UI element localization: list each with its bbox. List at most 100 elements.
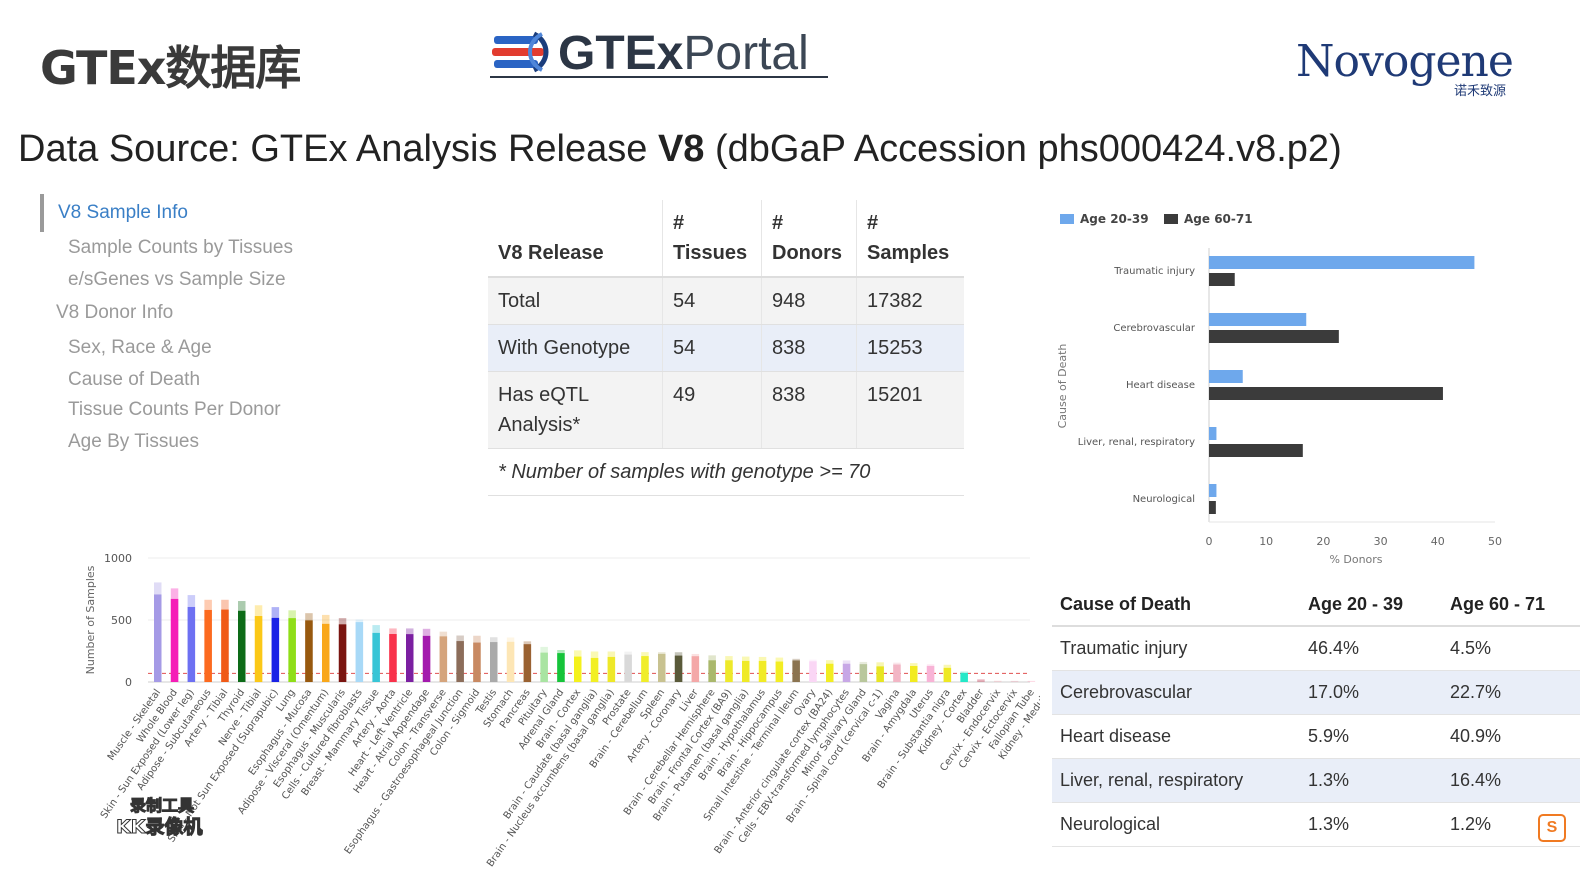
novogene-logo: Novogene 诺禾致源 xyxy=(1296,36,1516,106)
bar-genotyped-samples xyxy=(238,610,246,682)
bar-genotyped-samples xyxy=(758,660,767,682)
table-cell: 15201 xyxy=(856,371,964,449)
bar-genotyped-samples xyxy=(473,642,481,682)
column-header: # Tissues xyxy=(662,200,762,278)
page-title: GTEx数据库 xyxy=(40,41,301,95)
dna-helix-icon xyxy=(492,31,549,73)
table-cell: 4.5% xyxy=(1442,626,1580,671)
bar-age-60-71 xyxy=(1209,444,1303,457)
table-cell: 16.4% xyxy=(1442,758,1580,803)
bar-age-20-39 xyxy=(1209,256,1475,269)
table-cell: 17.0% xyxy=(1300,670,1442,715)
table-cell: 838 xyxy=(761,371,857,449)
y-tick-label: 500 xyxy=(111,614,132,627)
nav-item-sample-counts[interactable]: Sample Counts by Tissues xyxy=(68,237,293,258)
table-cell: 838 xyxy=(761,324,857,372)
bar-genotyped-samples xyxy=(506,641,515,682)
bar-genotyped-samples xyxy=(943,667,952,682)
bar-genotyped-samples xyxy=(641,656,649,682)
nav-item-esgenes[interactable]: e/sGenes vs Sample Size xyxy=(68,269,286,290)
table-cell: 22.7% xyxy=(1442,670,1580,715)
novogene-logo-text: Novogene xyxy=(1296,36,1514,87)
nav-active-indicator xyxy=(40,194,44,232)
bar-genotyped-samples xyxy=(775,661,784,682)
nav-item-age-by-tissues[interactable]: Age By Tissues xyxy=(68,431,199,452)
table-cell: Total xyxy=(488,277,663,325)
table-row: Liver, renal, respiratory 1.3% 16.4% xyxy=(1052,758,1580,803)
table-cell: 49 xyxy=(662,371,762,449)
bar-genotyped-samples xyxy=(691,656,700,682)
bar-genotyped-samples xyxy=(204,609,212,682)
x-tick-label: 50 xyxy=(1488,535,1502,548)
bar-age-20-39 xyxy=(1209,484,1217,497)
table-cell: 54 xyxy=(662,277,762,325)
table-note-row: * Number of samples with genotype >= 70 xyxy=(488,448,964,496)
nav-item-v8-sample-info[interactable]: V8 Sample Info xyxy=(58,202,188,223)
x-tick-label: 0 xyxy=(1206,535,1213,548)
bar-genotyped-samples xyxy=(540,652,548,682)
bar-age-20-39 xyxy=(1209,313,1307,326)
x-tick-label: 30 xyxy=(1374,535,1388,548)
bar-genotyped-samples xyxy=(271,617,280,682)
table-cell: Cerebrovascular xyxy=(1052,670,1300,715)
table-header-row: Cause of Death Age 20 - 39 Age 60 - 71 xyxy=(1052,584,1580,627)
nav-item-v8-donor-info[interactable]: V8 Donor Info xyxy=(56,302,174,323)
bar-genotyped-samples xyxy=(574,656,582,682)
x-axis-label: % Donors xyxy=(1329,553,1382,566)
bar-genotyped-samples xyxy=(826,663,834,682)
category-label: Traumatic injury xyxy=(1113,266,1195,277)
novogene-logo-cn: 诺禾致源 xyxy=(1453,84,1506,99)
table-cell: Traumatic injury xyxy=(1052,626,1300,671)
bar-genotyped-samples xyxy=(792,660,800,682)
bar-genotyped-samples xyxy=(590,657,599,682)
bar-genotyped-samples xyxy=(170,598,179,682)
table-cell: With Genotype xyxy=(488,324,663,372)
bar-genotyped-samples xyxy=(338,624,347,682)
table-row: Heart disease 5.9% 40.9% xyxy=(1052,714,1580,759)
s-app-icon[interactable]: S xyxy=(1538,814,1566,842)
category-label: Liver, renal, respiratory xyxy=(1078,437,1195,448)
table-cell: 46.4% xyxy=(1300,626,1442,671)
column-header: Age 20 - 39 xyxy=(1300,584,1442,627)
data-source-suffix: (dbGaP Accession phs000424.v8.p2) xyxy=(704,128,1342,170)
table-cell: 15253 xyxy=(856,324,964,372)
column-header: Age 60 - 71 xyxy=(1442,584,1580,627)
bar-genotyped-samples xyxy=(910,666,918,682)
data-source-prefix: Data Source: GTEx Analysis Release xyxy=(18,128,658,170)
bar-total-samples xyxy=(1010,680,1019,682)
bar-genotyped-samples xyxy=(456,641,464,682)
bar-age-20-39 xyxy=(1209,427,1217,440)
x-tick-label: 20 xyxy=(1316,535,1330,548)
bar-genotyped-samples xyxy=(187,606,196,682)
release-table: V8 Release # Tissues # Donors # Samples Tot… xyxy=(488,200,964,496)
column-header-label: Tissues xyxy=(673,242,748,264)
table-cell: 948 xyxy=(761,277,857,325)
table-row: Neurological 1.3% 1.2% xyxy=(1052,802,1580,847)
table-cell: Has eQTL Analysis* xyxy=(488,371,663,449)
cause-of-death-chart: Age 20-39 Age 60-71 0 10 20 30 40 50 Traumatic … xyxy=(1056,212,1502,566)
cause-of-death-table: Cause of Death Age 20 - 39 Age 60 - 71 T… xyxy=(1052,584,1580,847)
logo-text-light: Portal xyxy=(683,27,809,80)
nav-item-cause-of-death[interactable]: Cause of Death xyxy=(68,369,201,390)
x-tick-label: 40 xyxy=(1431,535,1445,548)
logo-text-bold: GTEx xyxy=(558,27,684,80)
y-tick-label: 0 xyxy=(125,676,132,689)
column-header-label: Samples xyxy=(867,242,950,264)
table-cell: Heart disease xyxy=(1052,714,1300,759)
table-row: Total 54 948 17382 xyxy=(488,277,964,325)
watermark-line1: 录制工具 xyxy=(129,796,195,816)
bar-genotyped-samples xyxy=(859,664,868,682)
bar-genotyped-samples xyxy=(221,609,229,682)
category-label: Cerebrovascular xyxy=(1113,323,1196,334)
bar-age-60-71 xyxy=(1209,501,1216,514)
nav-item-tissue-counts[interactable]: Tissue Counts Per Donor xyxy=(68,399,281,420)
table-row: With Genotype 54 838 15253 xyxy=(488,324,964,372)
legend-swatch xyxy=(1164,214,1178,224)
recorder-watermark: 录制工具 KK录像机 xyxy=(112,790,222,839)
y-axis-label: Cause of Death xyxy=(1056,344,1069,429)
bar-genotyped-samples xyxy=(254,616,263,682)
column-header-hash: # xyxy=(772,212,784,234)
table-row: Cerebrovascular 17.0% 22.7% xyxy=(1052,670,1580,715)
chart-legend: Age 20-39 Age 60-71 xyxy=(1060,212,1253,226)
nav-item-sex-race-age[interactable]: Sex, Race & Age xyxy=(68,337,212,358)
